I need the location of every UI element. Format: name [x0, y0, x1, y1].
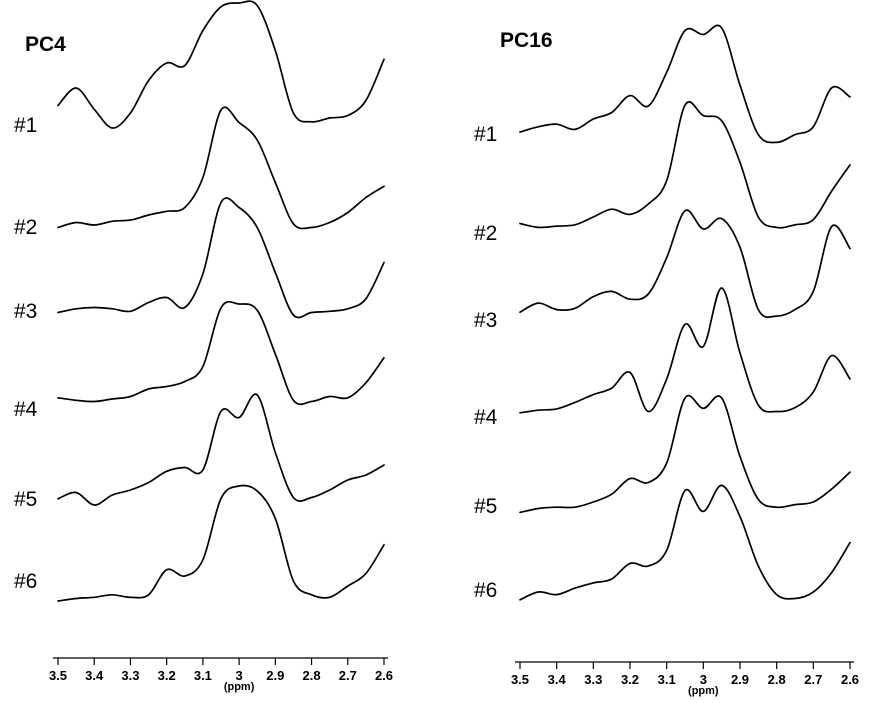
- spectrum-line-3: [519, 209, 851, 319]
- spectrum-line-3: [57, 197, 385, 319]
- panel-title: PC16: [500, 29, 553, 52]
- panel-pc4: PC4 #1 #2 #3 #4 #5 #6 3.5 3.4 3.3 3.2 3.1 3 2.9 2.8 2.7…: [14, 0, 393, 693]
- spectrum-line-4: [57, 300, 385, 406]
- x-tick-label: 3.2: [621, 672, 639, 687]
- panel-pc16: PC16 #1 #2 #3 #4 #5 #6 3.5 3.4 3.3 3.2 3.1 3 2.9 2.8 2.…: [474, 24, 859, 697]
- series-label-1: #1: [14, 114, 37, 137]
- x-tick-label: 3.3: [584, 672, 602, 687]
- x-tick-label: 2.8: [768, 672, 786, 687]
- x-tick-label: 3.2: [158, 668, 176, 683]
- x-tick-label: 3.4: [85, 668, 104, 683]
- x-tick-label: 3.1: [194, 668, 212, 683]
- series-label-5: #5: [14, 488, 37, 511]
- x-tick-label: 2.7: [339, 668, 357, 683]
- x-axis-label: (ppm): [224, 681, 255, 693]
- x-tick-label: 3.1: [658, 672, 676, 687]
- x-tick-label: 2.9: [731, 672, 749, 687]
- series-label-4: #4: [474, 406, 498, 429]
- spectrum-line-1: [519, 24, 851, 144]
- series-label-3: #3: [474, 309, 497, 332]
- series-label-6: #6: [14, 570, 37, 593]
- spectrum-line-5: [519, 394, 851, 514]
- series-label-3: #3: [14, 300, 37, 323]
- spectrum-line-5: [57, 393, 385, 506]
- x-tick-label: 2.9: [266, 668, 284, 683]
- spectrum-line-4: [519, 287, 851, 414]
- spectrum-line-6: [519, 484, 851, 601]
- x-axis-label: (ppm): [688, 685, 719, 697]
- x-tick-label: 3: [700, 672, 707, 687]
- series-label-4: #4: [14, 398, 38, 421]
- series-label-6: #6: [474, 579, 497, 602]
- x-tick-label: 2.6: [841, 672, 859, 687]
- series-label-5: #5: [474, 495, 497, 518]
- x-tick-label: 3.3: [121, 668, 139, 683]
- series-label-2: #2: [474, 222, 497, 245]
- x-tick-label: 3: [235, 668, 242, 683]
- spectrum-line-2: [57, 106, 385, 230]
- x-tick-label: 2.6: [375, 668, 393, 683]
- x-tick-label: 2.7: [804, 672, 822, 687]
- series-label-2: #2: [14, 216, 37, 239]
- spectrum-line-2: [519, 101, 851, 229]
- x-tick-label: 3.4: [548, 672, 567, 687]
- spectrum-line-1: [57, 0, 385, 129]
- spectrum-line-6: [57, 484, 385, 602]
- x-tick-label: 3.5: [511, 672, 529, 687]
- x-tick-label: 2.8: [303, 668, 321, 683]
- series-label-1: #1: [474, 123, 497, 146]
- panel-title: PC4: [25, 33, 66, 56]
- x-tick-label: 3.5: [49, 668, 67, 683]
